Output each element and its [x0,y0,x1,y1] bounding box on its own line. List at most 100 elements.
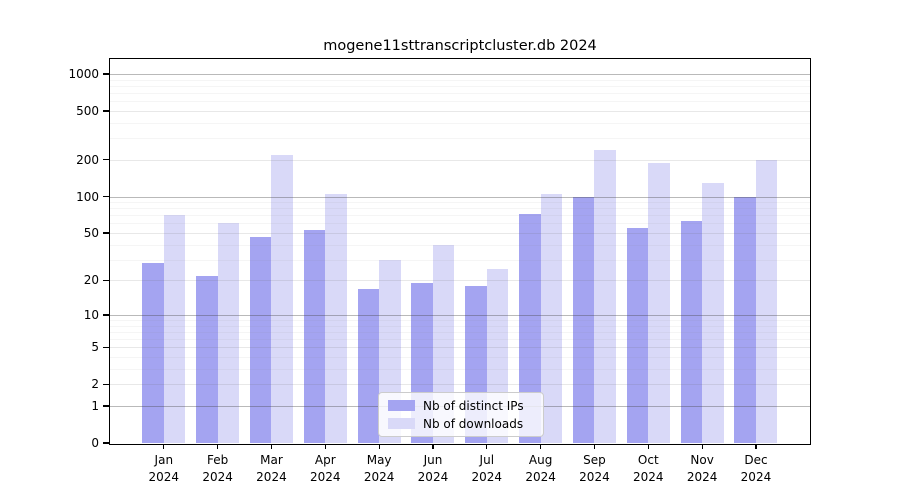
y-tick-label-200: 200 [76,152,99,167]
minor-gridline-900 [110,79,810,81]
minor-gridline-7 [110,331,810,333]
gridline-5 [110,347,810,349]
bar-distinct-ips-aug [519,213,541,443]
x-tick-mar [270,443,273,449]
y-tick-10 [103,314,110,316]
minor-gridline-800 [110,85,810,87]
x-tick-label-jan: Jan 2024 [148,453,180,484]
bar-downloads-apr [325,193,347,443]
minor-gridline-4 [110,357,810,359]
x-tick-feb [217,443,219,449]
y-tick-label-100: 100 [76,189,99,204]
legend-swatch-downloads [388,418,415,429]
bar-distinct-ips-apr [303,229,326,443]
y-tick-label-1000: 1000 [68,67,99,82]
minor-gridline-6 [110,339,810,341]
bar-downloads-jan [163,215,186,443]
minor-gridline-40 [110,244,810,246]
y-tick-20 [103,279,110,281]
bar-downloads-dec [755,159,778,443]
x-tick-aug [540,443,542,449]
y-tick-100 [103,195,110,198]
x-tick-label-aug: Aug 2024 [525,453,556,484]
x-tick-apr [324,443,326,449]
y-tick-label-5: 5 [91,340,99,355]
bar-downloads-feb [217,223,240,443]
minor-gridline-80 [110,208,810,210]
y-tick-2 [103,383,110,385]
x-tick-label-jun: Jun 2024 [417,453,449,484]
x-tick-oct [647,443,649,449]
gridline-10 [110,314,810,316]
minor-gridline-3 [110,368,810,370]
y-tick-label-500: 500 [76,104,99,119]
legend: Nb of distinct IPs Nb of downloads [378,392,544,437]
bar-distinct-ips-mar [249,237,272,443]
bar-downloads-mar [271,154,293,443]
y-tick-50 [103,232,110,234]
x-tick-label-apr: Apr 2024 [310,453,341,484]
x-tick-dec [755,443,757,449]
bar-downloads-oct [648,162,670,443]
y-tick-1000 [103,73,110,75]
gridline-100 [110,196,810,198]
x-tick-label-feb: Feb 2024 [202,453,233,484]
bar-distinct-ips-feb [196,275,218,443]
gridline-1000 [110,74,810,76]
minor-gridline-8 [110,325,810,327]
x-tick-label-may: May 2024 [363,453,395,484]
minor-gridline-300 [110,138,810,140]
x-tick-sep [593,443,596,449]
x-tick-label-oct: Oct 2024 [633,453,664,484]
bar-downloads-sep [594,150,616,443]
y-tick-0 [103,442,110,444]
bar-distinct-ips-oct [626,228,649,443]
y-tick-200 [103,159,110,161]
chart-title: mogene11sttranscriptcluster.db 2024 [323,38,597,54]
legend-item-downloads: Nb of downloads [388,417,543,431]
minor-gridline-9 [110,320,810,322]
gridline-200 [110,159,810,161]
minor-gridline-90 [110,202,810,204]
y-tick-label-2: 2 [91,377,99,392]
x-tick-label-dec: Dec 2024 [740,453,772,484]
gridline-50 [110,233,810,235]
x-tick-jul [486,443,488,449]
bar-distinct-ips-nov [680,220,703,443]
y-tick-label-1: 1 [91,398,99,413]
y-tick-label-0: 0 [91,436,99,450]
minor-gridline-700 [110,93,810,95]
plot-area [110,58,810,443]
bar-downloads-aug [540,193,563,443]
x-tick-label-mar: Mar 2024 [256,453,287,484]
x-tick-jan [163,443,165,449]
gridline-20 [110,280,810,282]
legend-item-distinct-ips: Nb of distinct IPs [388,399,543,413]
x-tick-label-sep: Sep 2024 [579,453,610,484]
y-tick-5 [103,346,110,348]
minor-gridline-30 [110,259,810,261]
minor-gridline-600 [110,101,810,103]
gridline-2 [110,384,810,386]
y-tick-1 [103,405,110,407]
y-tick-label-50: 50 [83,226,99,241]
x-tick-may [378,443,380,449]
bar-distinct-ips-jan [142,263,164,443]
y-tick-label-20: 20 [83,273,99,288]
bar-distinct-ips-may [357,288,380,443]
minor-gridline-70 [110,215,810,217]
x-tick-jun [432,443,434,449]
minor-gridline-400 [110,122,810,124]
gridline-500 [110,111,810,113]
y-tick-label-10: 10 [83,307,99,322]
x-tick-nov [701,443,703,449]
x-tick-label-nov: Nov 2024 [686,453,718,484]
legend-label-distinct-ips: Nb of distinct IPs [423,398,524,413]
x-tick-label-jul: Jul 2024 [471,453,503,484]
bar-distinct-ips-sep [572,196,595,443]
legend-swatch-distinct-ips [388,400,415,411]
bar-distinct-ips-dec [734,196,756,443]
y-tick-500 [103,110,110,112]
legend-label-downloads: Nb of downloads [423,416,524,431]
